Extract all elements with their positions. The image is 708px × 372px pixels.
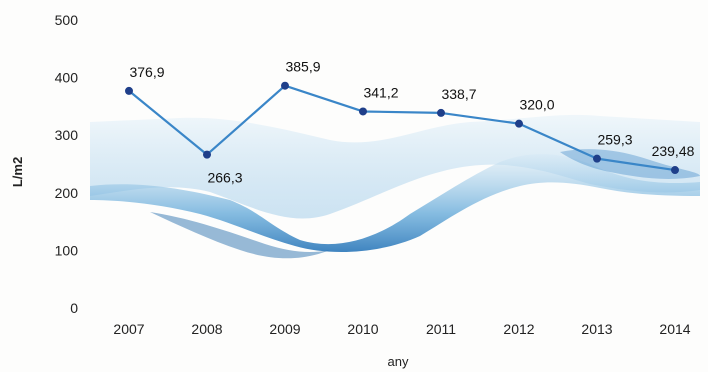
x-tick-label: 2014 [659, 321, 690, 337]
data-label: 320,0 [519, 97, 554, 113]
data-labels: 376,9 266,3 385,9 341,2 338,7 320,0 259,3 239,4… [129, 59, 694, 186]
water-splash-trough [150, 212, 330, 259]
data-point [359, 107, 367, 116]
y-tick-label: 500 [55, 12, 79, 28]
water-splash-upper [90, 114, 700, 219]
data-point [437, 108, 445, 117]
y-axis-title: L/m2 [10, 157, 25, 187]
y-tick-label: 100 [55, 242, 79, 258]
x-tick-label: 2012 [503, 321, 534, 337]
y-tick-label: 400 [55, 70, 79, 86]
x-tick-label: 2010 [347, 321, 378, 337]
data-label: 239,48 [652, 143, 695, 159]
data-point [671, 166, 679, 175]
x-tick-label: 2009 [269, 321, 300, 337]
x-axis-ticks: 2007 2008 2009 2010 2011 2012 2013 2014 [113, 321, 690, 337]
series-line-group [125, 81, 679, 175]
data-label: 341,2 [363, 84, 398, 100]
x-tick-label: 2013 [581, 321, 612, 337]
data-point [125, 86, 133, 95]
data-label: 266,3 [207, 170, 242, 186]
data-label: 259,3 [597, 132, 632, 148]
x-tick-label: 2008 [191, 321, 222, 337]
y-axis-ticks: 0 100 200 300 400 500 [55, 12, 79, 316]
data-label: 376,9 [129, 64, 164, 80]
y-tick-label: 0 [70, 300, 78, 316]
x-tick-label: 2011 [426, 321, 456, 337]
data-point [593, 154, 601, 163]
data-label: 385,9 [285, 59, 320, 75]
y-tick-label: 300 [55, 127, 79, 143]
x-axis-title: any [388, 354, 409, 369]
series-line [128, 84, 676, 172]
data-point [281, 81, 289, 90]
data-label: 338,7 [441, 86, 476, 102]
data-point [515, 119, 523, 128]
water-splash-main [90, 153, 700, 252]
x-tick-label: 2007 [113, 321, 144, 337]
y-tick-label: 200 [55, 185, 79, 201]
data-point [203, 150, 211, 159]
